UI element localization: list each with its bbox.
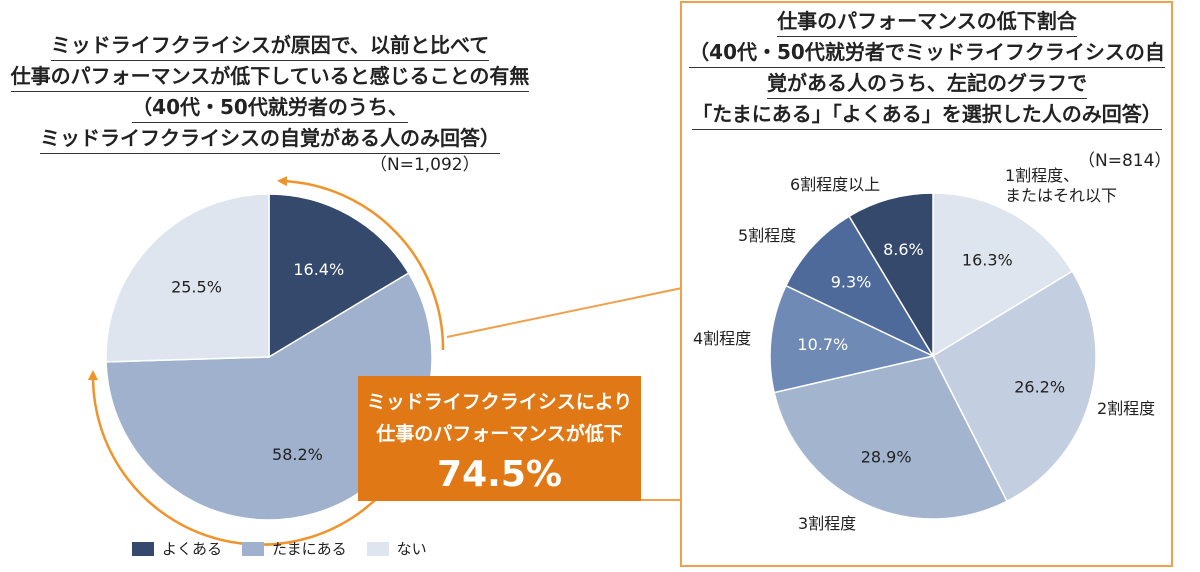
legend-label-sometimes: たまにある <box>272 540 347 558</box>
right-chart-panel <box>680 1 1173 567</box>
right-pie-value-label-4: 9.3% <box>831 272 872 291</box>
right-pie-category-label-3-line-0: 4割程度 <box>693 329 751 348</box>
left-pie-chart: 16.4% 58.2% 25.5% <box>105 193 433 521</box>
right-pie-category-label-3: 4割程度 <box>693 329 751 348</box>
left-pie-value-label-1: 58.2% <box>272 445 323 464</box>
right-pie-category-label-1-line-0: 2割程度 <box>1097 399 1155 418</box>
right-pie-category-label-0-line-1: またはそれ以下 <box>1005 186 1117 205</box>
right-pie-category-label-0: 1割程度、またはそれ以下 <box>1005 166 1117 205</box>
right-pie-value-label-2: 28.9% <box>861 447 912 466</box>
left-pie-slice-2 <box>105 193 270 363</box>
left-pie-value-label-0: 16.4% <box>293 260 344 279</box>
right-pie-category-label-5: 6割程度以上 <box>790 175 880 194</box>
right-pie-category-label-1: 2割程度 <box>1097 399 1155 418</box>
left-title-line-2: 仕事のパフォーマンスが低下していると感じることの有無 <box>10 62 530 92</box>
left-chart-title: ミッドライフクライシスが原因で、以前と比べて 仕事のパフォーマンスが低下している… <box>0 30 540 154</box>
left-pie-value-label-2: 25.5% <box>171 278 222 297</box>
legend-swatch-often <box>132 541 154 556</box>
right-pie-category-label-4: 5割程度 <box>738 226 796 245</box>
left-pie-slice-0 <box>268 193 410 359</box>
right-chart-title: 仕事のパフォーマンスの低下割合 （40代・50代就労者でミッドライフクライシスの… <box>682 6 1172 130</box>
right-pie-slice-4 <box>784 215 935 358</box>
right-pie-value-label-1: 26.2% <box>1014 377 1065 396</box>
connector-line-top <box>446 287 683 338</box>
callout-value: 74.5% <box>437 454 562 495</box>
legend-label-often: よくある <box>162 540 223 558</box>
right-pie-value-label-5: 8.6% <box>883 240 924 259</box>
right-pie-category-label-5-line-0: 6割程度以上 <box>790 175 880 194</box>
legend-item-never: ない <box>366 538 427 559</box>
right-pie-category-label-0-line-0: 1割程度、 <box>1005 166 1079 185</box>
right-pie-chart: 16.3% 1割程度、またはそれ以下 26.2% 2割程度 28.9% 3割程度 10.7%… <box>693 166 1155 533</box>
legend-item-sometimes: たまにある <box>242 538 347 559</box>
right-pie-slice-3 <box>769 284 936 394</box>
right-pie-slice-1 <box>932 270 1097 503</box>
right-pie-value-label-3: 10.7% <box>797 335 848 354</box>
left-pie-slice-1 <box>105 271 433 521</box>
right-sample-size: （N=814） <box>1078 151 1172 171</box>
callout-line-1: ミッドライフクライシスにより <box>366 391 633 413</box>
right-pie-slice-0 <box>932 192 1074 358</box>
right-pie-category-label-2-line-0: 3割程度 <box>798 514 856 533</box>
left-chart-legend: よくある たまにある ない <box>132 538 427 559</box>
left-sample-size: （N=1,092） <box>370 155 480 175</box>
callout-arc-arrow-bottom <box>87 370 396 546</box>
legend-item-often: よくある <box>132 538 222 559</box>
right-pie-category-label-4-line-0: 5割程度 <box>738 226 796 245</box>
left-title-line-4: ミッドライフクライシスの自覚がある人のみ回答） <box>40 124 500 154</box>
callout-arc-arrow-top <box>277 176 445 351</box>
right-title-line-2: （40代・50代就労者でミッドライフクライシスの自 <box>689 38 1165 68</box>
callout-box: ミッドライフクライシスにより 仕事のパフォーマンスが低下 74.5% <box>358 376 641 501</box>
legend-label-never: ない <box>396 540 427 558</box>
legend-swatch-sometimes <box>242 541 265 556</box>
legend-swatch-never <box>366 541 389 556</box>
right-pie-slice-2 <box>773 355 1009 520</box>
right-pie-slice-5 <box>848 192 934 359</box>
right-title-line-4: 「たまにある」「よくある」を選択した人のみ回答） <box>692 100 1162 130</box>
right-pie-value-label-0: 16.3% <box>962 250 1013 269</box>
callout-line-2: 仕事のパフォーマンスが低下 <box>376 423 623 445</box>
left-title-line-3: （40代・50代就労者のうち、 <box>132 93 408 123</box>
right-pie-category-label-2: 3割程度 <box>798 514 856 533</box>
